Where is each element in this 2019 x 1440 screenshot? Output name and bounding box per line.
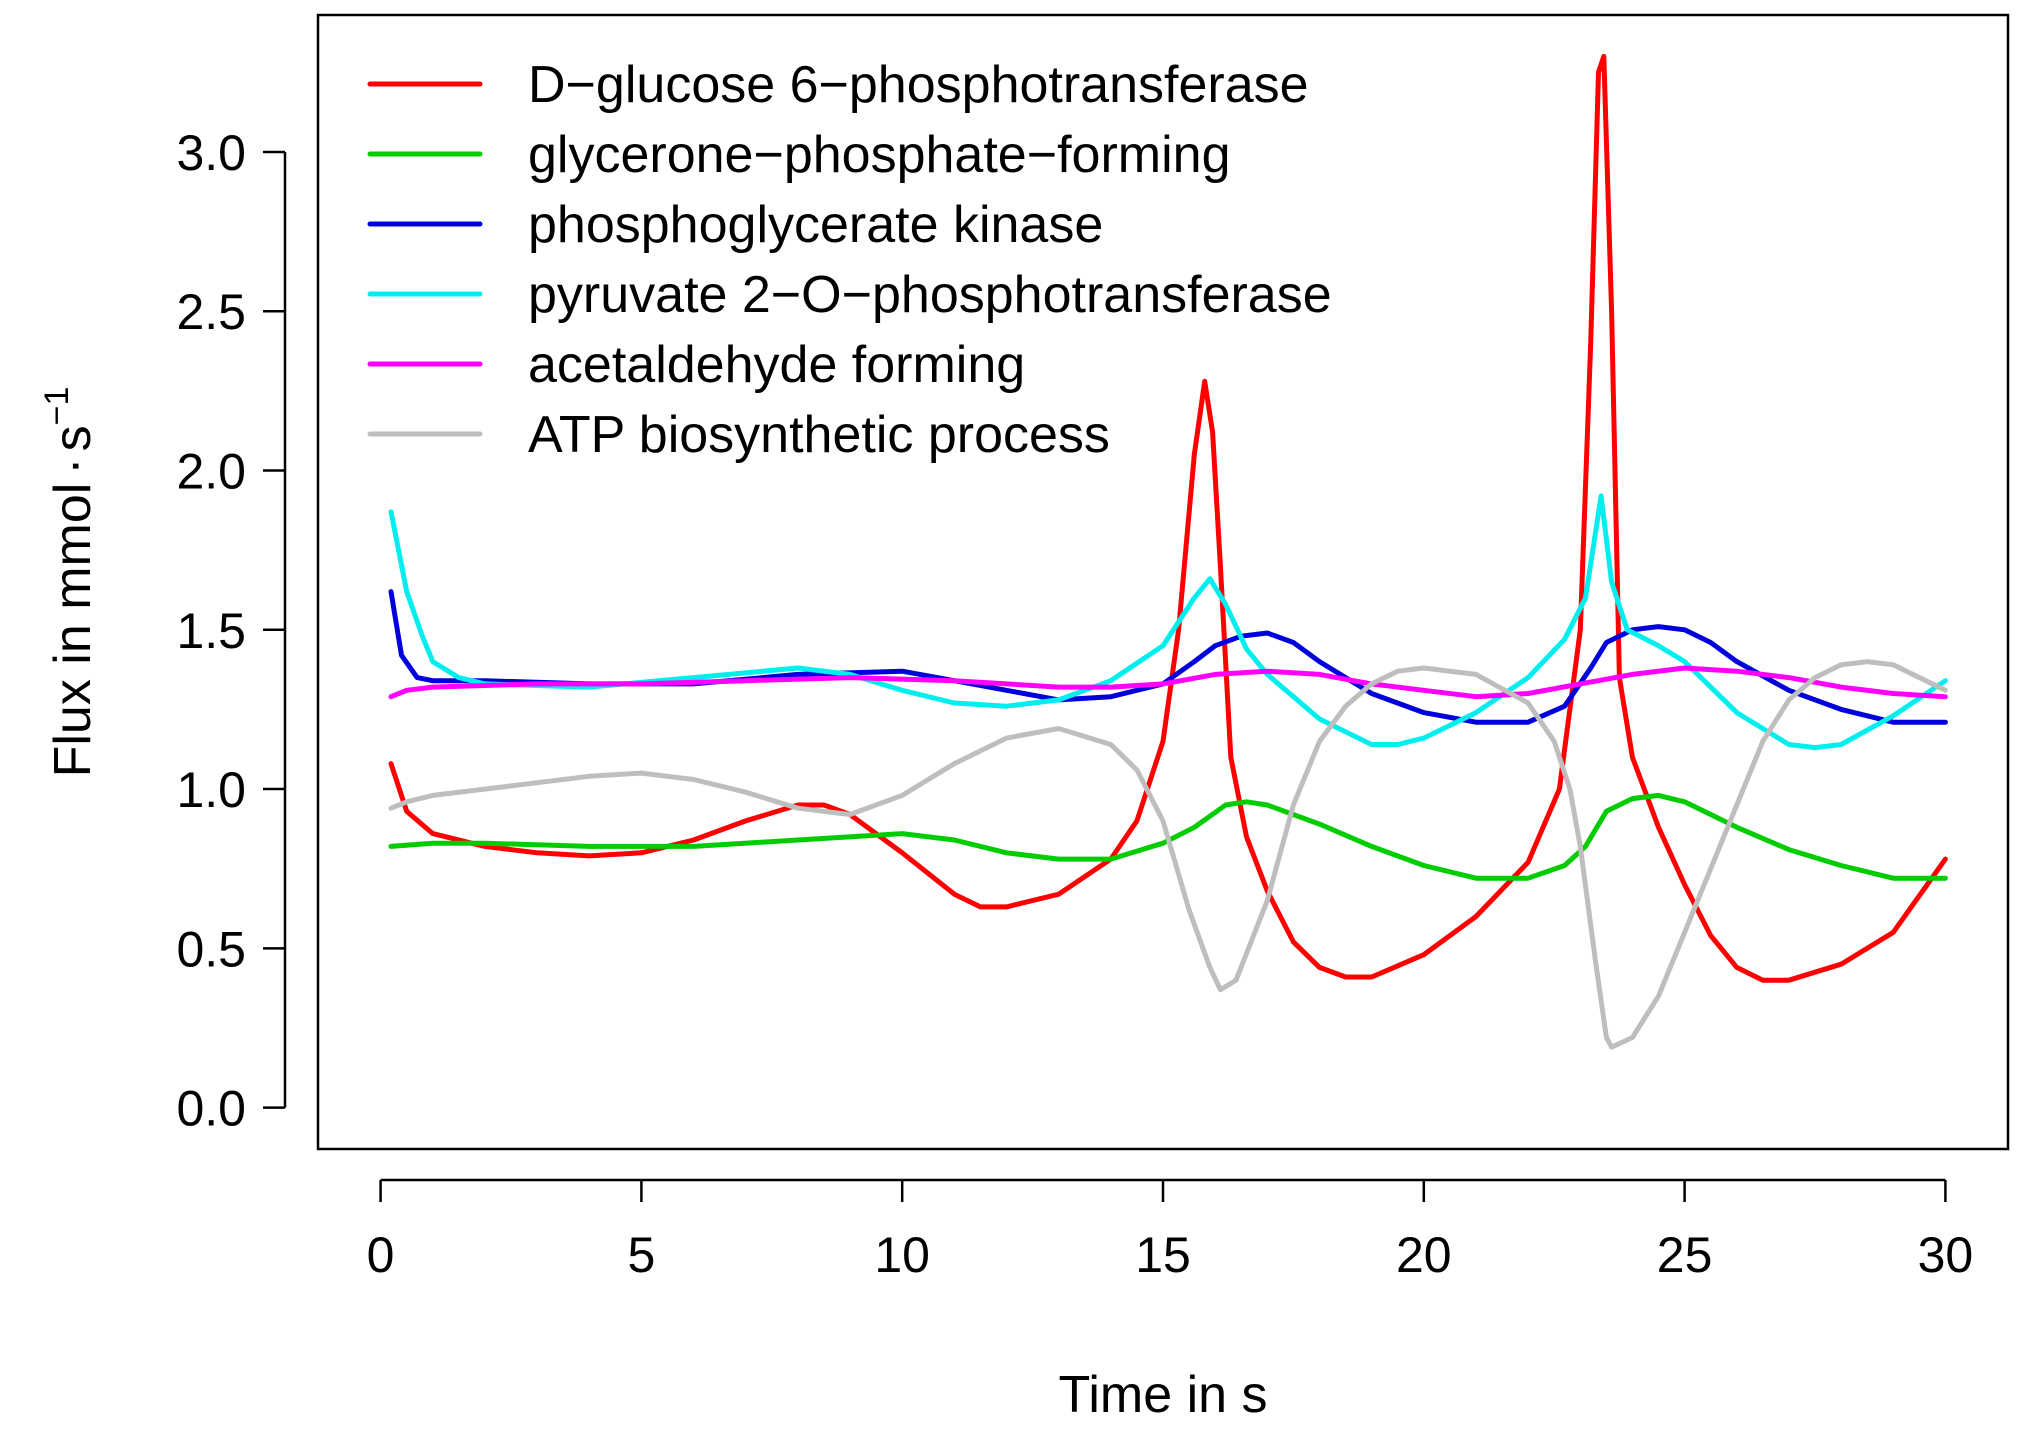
legend-label: pyruvate 2−O−phosphotransferase xyxy=(528,266,1332,324)
y-axis-title-exponent: −1 xyxy=(38,387,76,426)
y-tick-label: 2.0 xyxy=(176,444,246,500)
y-axis-title: Flux in mmol · s−1 xyxy=(38,387,102,778)
x-tick-label: 15 xyxy=(1135,1227,1191,1283)
x-tick-label: 20 xyxy=(1396,1227,1452,1283)
legend-label: phosphoglycerate kinase xyxy=(528,196,1103,254)
series-line-6 xyxy=(388,659,1948,1050)
y-axis: 0.0 0.5 1.0 1.5 2.0 2.5 3.0 xyxy=(176,125,287,1137)
x-tick-label: 0 xyxy=(367,1227,395,1283)
y-axis-title-dot: · xyxy=(44,457,102,474)
plot-frame xyxy=(316,13,2010,1151)
y-tick-label: 2.5 xyxy=(176,284,246,340)
x-axis: 0 5 10 15 20 25 30 xyxy=(367,1178,1974,1283)
x-tick-label: 25 xyxy=(1657,1227,1713,1283)
legend: D−glucose 6−phosphotransferase glycerone−… xyxy=(367,56,1332,464)
y-tick-label: 0.0 xyxy=(176,1081,246,1137)
series-line-1 xyxy=(388,53,1948,983)
y-tick-label: 0.5 xyxy=(176,921,246,977)
y-axis-title-main: Flux in mmol xyxy=(44,483,102,778)
x-tick-label: 30 xyxy=(1918,1227,1974,1283)
x-tick-label: 5 xyxy=(627,1227,655,1283)
y-tick-label: 3.0 xyxy=(176,125,246,181)
x-axis-title: Time in s xyxy=(1059,1366,1268,1424)
x-ticks: 0 5 10 15 20 25 30 xyxy=(367,1180,1974,1283)
legend-label: ATP biosynthetic process xyxy=(528,406,1110,464)
y-tick-label: 1.5 xyxy=(176,603,246,659)
series-layer xyxy=(388,53,1948,1050)
y-tick-label: 1.0 xyxy=(176,762,246,818)
x-tick-label: 10 xyxy=(874,1227,930,1283)
y-axis-title-unit: s xyxy=(44,425,102,451)
legend-label: D−glucose 6−phosphotransferase xyxy=(528,56,1309,114)
y-ticks: 0.0 0.5 1.0 1.5 2.0 2.5 3.0 xyxy=(176,125,285,1137)
legend-label: glycerone−phosphate−forming xyxy=(528,126,1230,184)
series-line-5 xyxy=(388,665,1948,700)
series-line-2 xyxy=(388,792,1948,881)
legend-label: acetaldehyde forming xyxy=(528,336,1025,394)
